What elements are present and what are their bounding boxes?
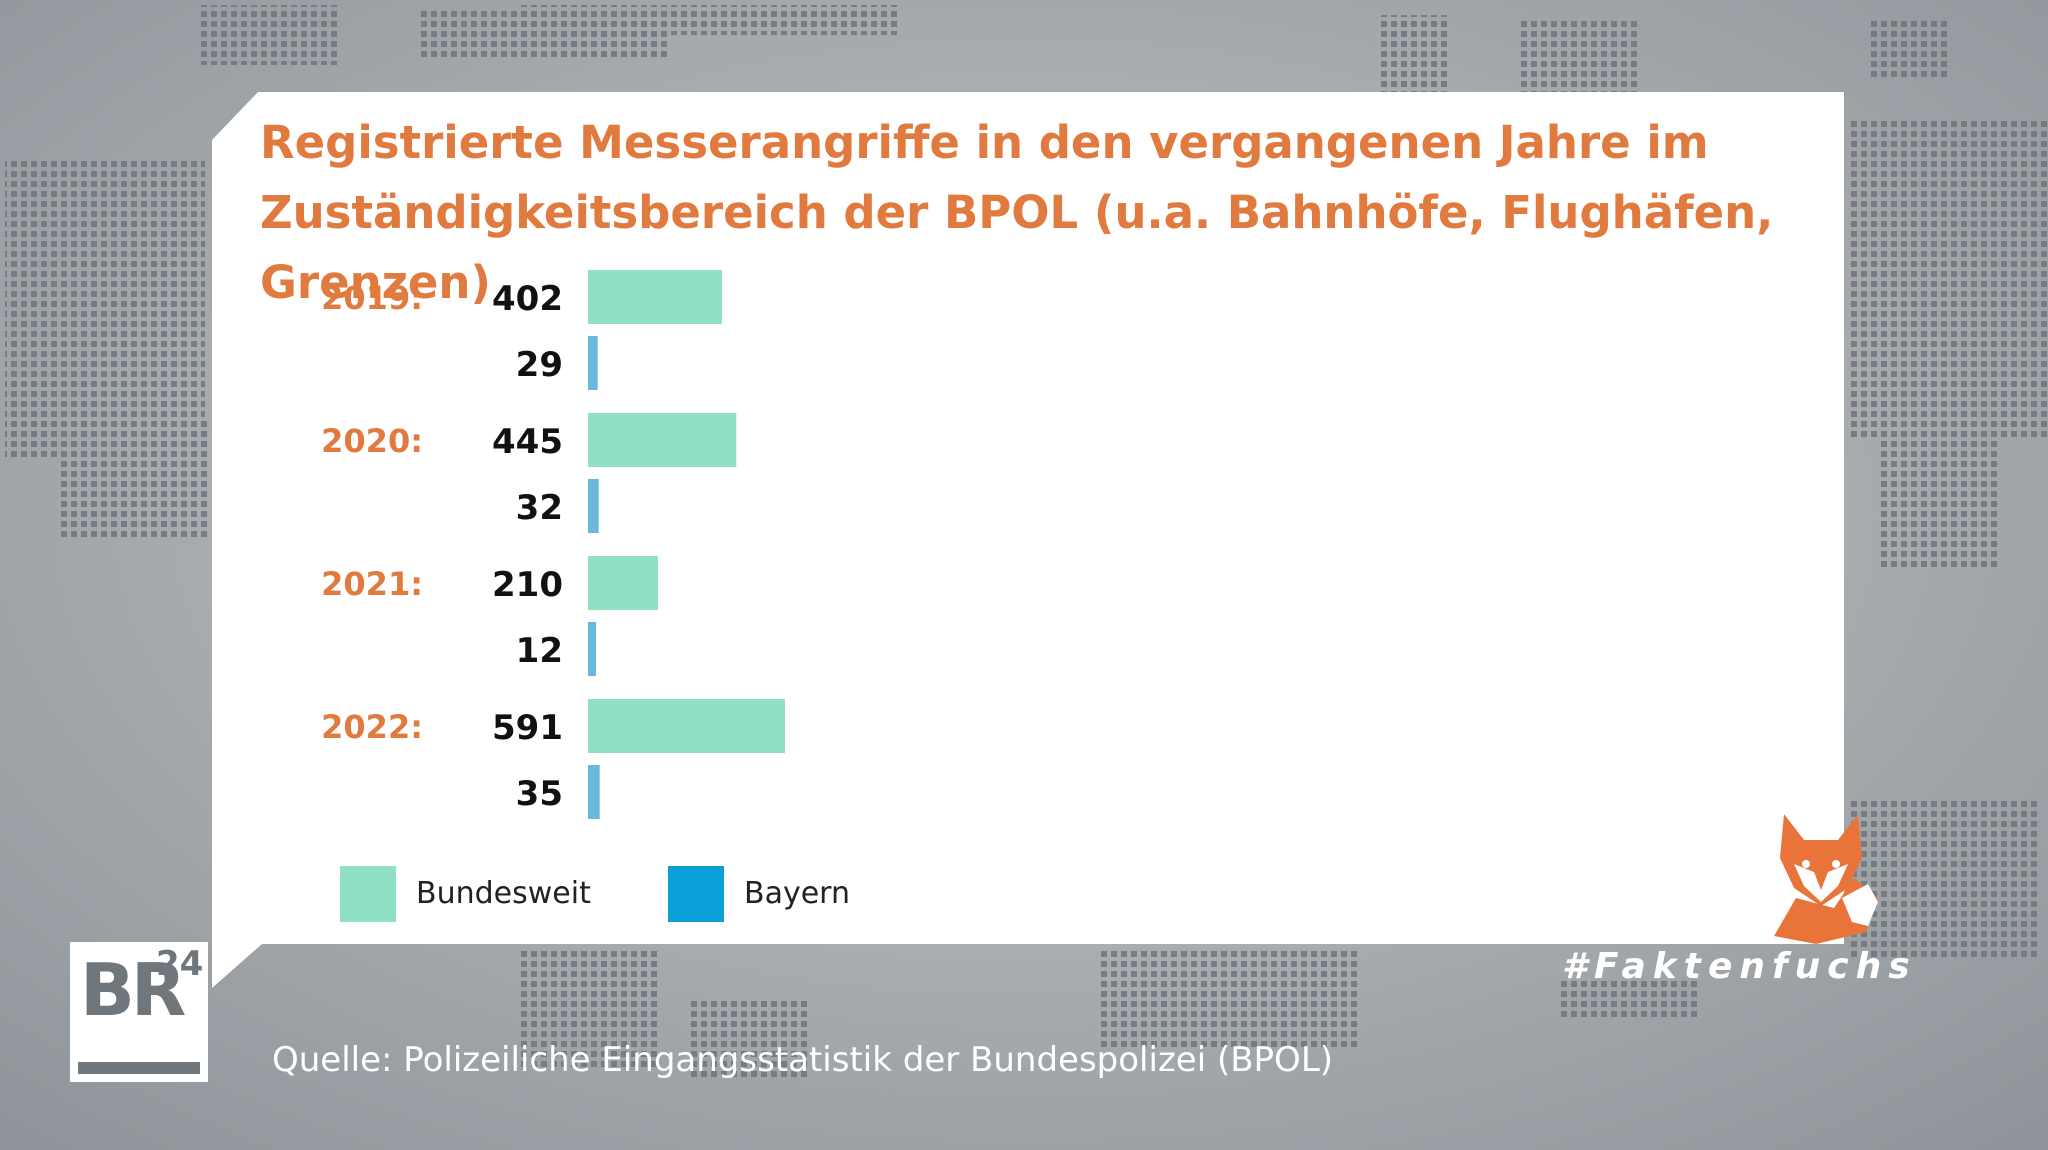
legend-swatch-bundesweit [340, 866, 396, 922]
legend-label-bayern: Bayern [744, 876, 850, 911]
bar-bayern [588, 622, 596, 676]
value-label-bundesweit: 445 [492, 422, 563, 462]
hashtag-faktenfuchs: #Faktenfuchs [1562, 946, 1917, 987]
bar-bayern [588, 765, 600, 819]
value-label-bundesweit: 402 [492, 279, 563, 319]
value-label-bundesweit: 210 [492, 565, 563, 605]
value-label-bayern: 35 [516, 774, 563, 814]
year-label: 2022: [321, 708, 423, 746]
bar-bundesweit [588, 699, 785, 753]
chart-title: Registrierte Messerangriffe in den verga… [260, 116, 1774, 309]
source-note: Quelle: Polizeiliche Eingangsstatistik d… [272, 1040, 1334, 1080]
bar-bundesweit [588, 270, 722, 324]
year-label: 2019: [321, 279, 423, 317]
year-label: 2020: [321, 422, 423, 460]
bar-bayern [588, 336, 598, 390]
bar-bundesweit [588, 556, 658, 610]
fox-icon [1774, 814, 1878, 944]
logo-letters: BR [80, 948, 186, 1032]
bar-bayern [588, 479, 599, 533]
value-label-bayern: 32 [516, 488, 563, 528]
legend-swatch-bayern [668, 866, 724, 922]
value-label-bayern: 29 [516, 345, 563, 385]
year-label: 2021: [321, 565, 423, 603]
value-label-bundesweit: 591 [492, 708, 563, 748]
legend-label-bundesweit: Bundesweit [416, 876, 591, 911]
br24-logo: BR 24 [70, 942, 208, 1082]
logo-number: 24 [156, 944, 204, 984]
logo-underline [78, 1062, 200, 1074]
bar-bundesweit [588, 413, 737, 467]
value-label-bayern: 12 [516, 631, 563, 671]
